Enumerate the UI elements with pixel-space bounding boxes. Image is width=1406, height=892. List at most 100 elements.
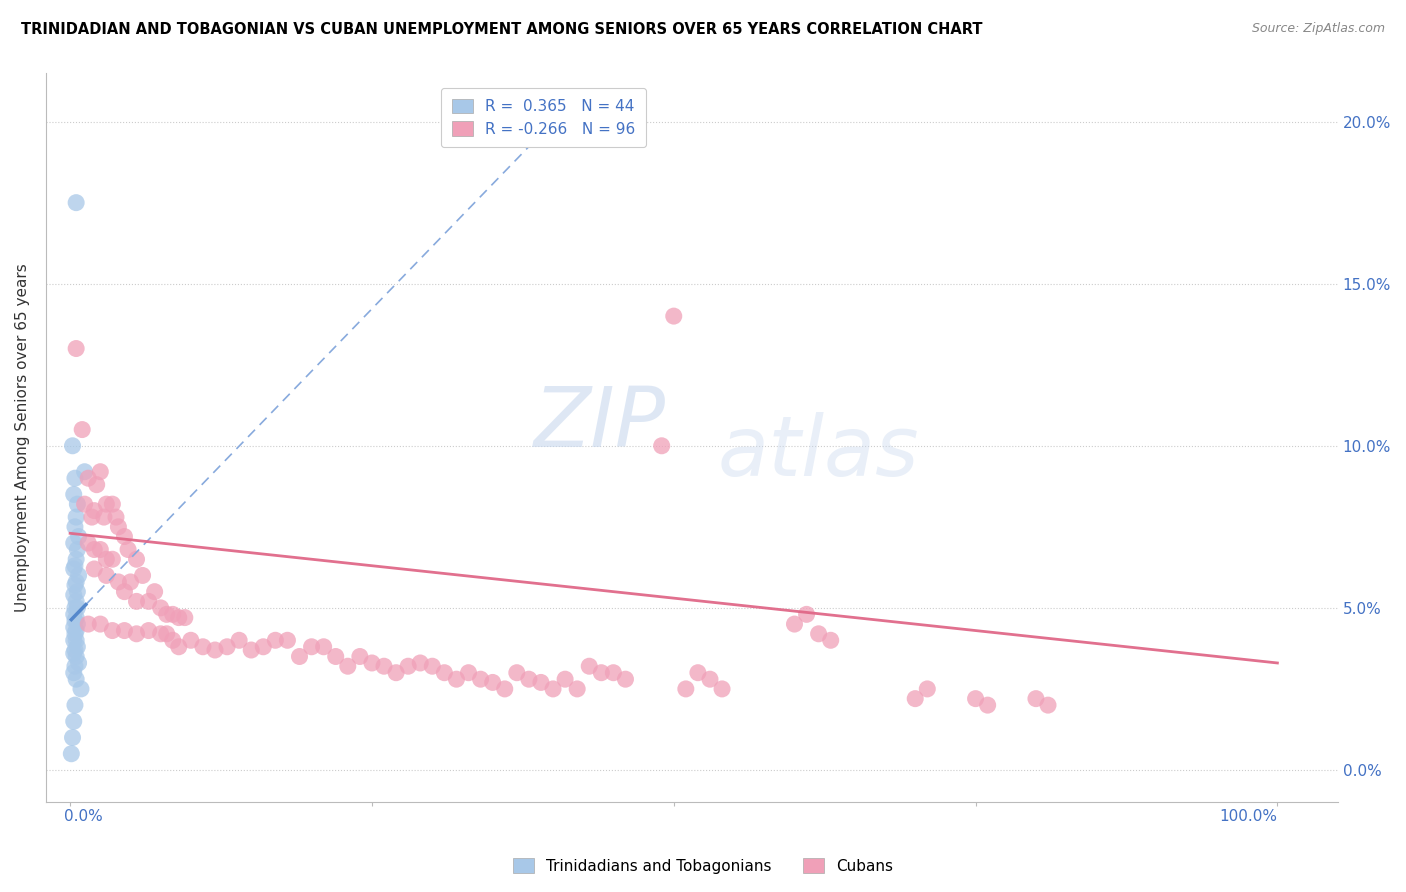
Point <box>65 633 87 648</box>
Point <box>506 665 529 680</box>
Point <box>65 510 87 524</box>
Point <box>60 747 83 761</box>
Point <box>396 659 419 673</box>
Point <box>104 510 127 524</box>
Point <box>62 562 84 576</box>
Point <box>63 698 86 712</box>
Point <box>120 574 142 589</box>
Point <box>83 542 105 557</box>
Point <box>96 552 118 566</box>
Point <box>101 552 124 566</box>
Point <box>349 649 371 664</box>
Point <box>89 542 111 557</box>
Point <box>965 691 987 706</box>
Point <box>65 610 87 624</box>
Point <box>591 665 613 680</box>
Point <box>578 659 600 673</box>
Point <box>807 627 830 641</box>
Point <box>66 600 89 615</box>
Point <box>96 568 118 582</box>
Point <box>66 617 89 632</box>
Point <box>167 610 190 624</box>
Point <box>65 574 87 589</box>
Point <box>63 471 86 485</box>
Point <box>89 617 111 632</box>
Point <box>114 624 136 638</box>
Point <box>89 465 111 479</box>
Point <box>409 656 432 670</box>
Point <box>481 675 503 690</box>
Point <box>63 627 86 641</box>
Point <box>70 423 93 437</box>
Point <box>420 659 443 673</box>
Point <box>446 672 468 686</box>
Point <box>93 510 115 524</box>
Point <box>62 646 84 660</box>
Point <box>125 594 148 608</box>
Point <box>686 665 709 680</box>
Point <box>63 614 86 628</box>
Point <box>288 649 311 664</box>
Point <box>917 681 939 696</box>
Point <box>62 588 84 602</box>
Text: 100.0%: 100.0% <box>1219 809 1278 824</box>
Point <box>228 633 250 648</box>
Point <box>65 672 87 686</box>
Point <box>904 691 927 706</box>
Point <box>699 672 721 686</box>
Text: Source: ZipAtlas.com: Source: ZipAtlas.com <box>1251 22 1385 36</box>
Point <box>63 520 86 534</box>
Point <box>62 665 84 680</box>
Point <box>65 195 87 210</box>
Point <box>517 672 540 686</box>
Point <box>67 656 90 670</box>
Point <box>62 731 84 745</box>
Point <box>614 672 637 686</box>
Point <box>385 665 408 680</box>
Point <box>325 649 347 664</box>
Point <box>252 640 274 654</box>
Point <box>65 552 87 566</box>
Point <box>301 640 323 654</box>
Point <box>131 568 153 582</box>
Point <box>62 633 84 648</box>
Point <box>373 659 395 673</box>
Point <box>173 610 195 624</box>
Point <box>65 624 87 638</box>
Point <box>1025 691 1047 706</box>
Point <box>494 681 516 696</box>
Point <box>62 487 84 501</box>
Point <box>276 633 298 648</box>
Point <box>83 503 105 517</box>
Point <box>156 607 179 622</box>
Point <box>66 497 89 511</box>
Point <box>336 659 359 673</box>
Point <box>541 681 564 696</box>
Point <box>96 497 118 511</box>
Point <box>125 552 148 566</box>
Point <box>796 607 818 622</box>
Point <box>77 471 100 485</box>
Point <box>651 439 673 453</box>
Point <box>240 643 263 657</box>
Point <box>1036 698 1059 712</box>
Point <box>63 659 86 673</box>
Point <box>820 633 842 648</box>
Point <box>63 558 86 573</box>
Point <box>80 510 103 524</box>
Point <box>107 574 129 589</box>
Text: 0.0%: 0.0% <box>65 809 103 824</box>
Point <box>143 584 166 599</box>
Point <box>63 578 86 592</box>
Point <box>77 617 100 632</box>
Point <box>62 714 84 729</box>
Y-axis label: Unemployment Among Seniors over 65 years: Unemployment Among Seniors over 65 years <box>15 263 30 612</box>
Point <box>73 497 96 511</box>
Point <box>662 309 685 323</box>
Point <box>67 530 90 544</box>
Point <box>67 568 90 582</box>
Legend: R =  0.365   N = 44, R = -0.266   N = 96: R = 0.365 N = 44, R = -0.266 N = 96 <box>441 88 647 147</box>
Point <box>65 342 87 356</box>
Point <box>101 497 124 511</box>
Point <box>457 665 479 680</box>
